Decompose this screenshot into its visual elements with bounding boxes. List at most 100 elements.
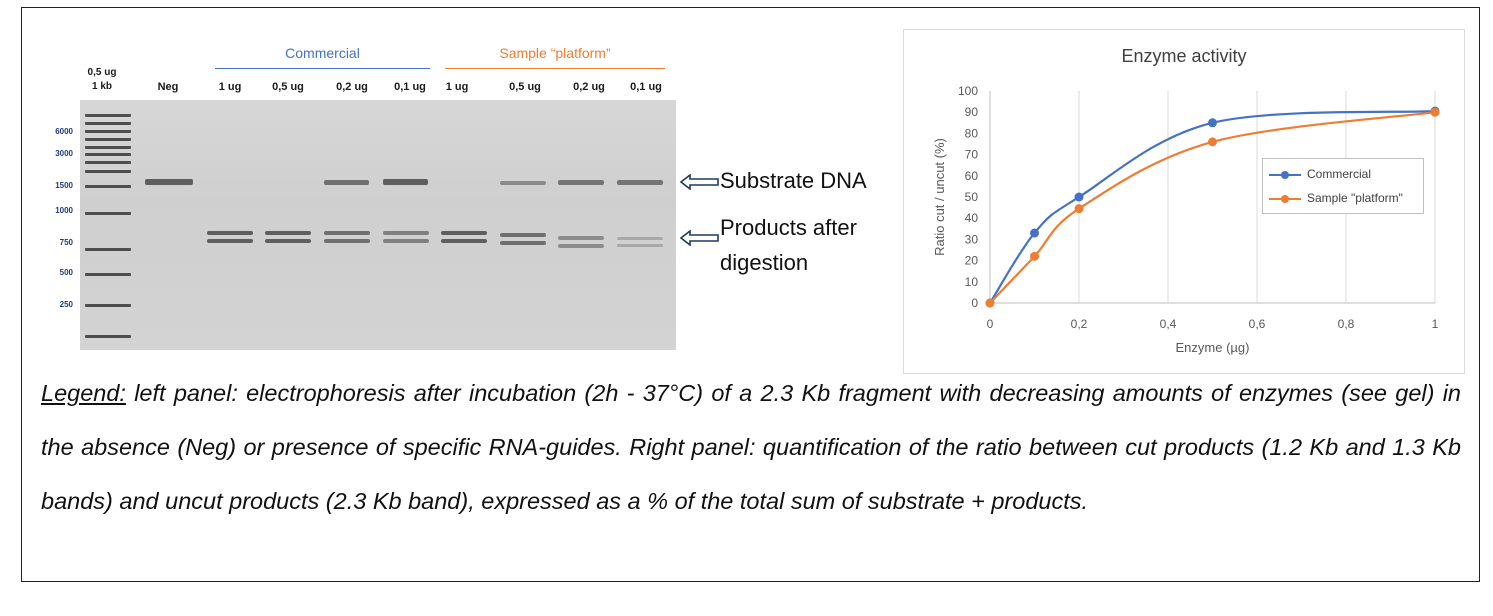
size-label-250: 250 <box>59 300 73 309</box>
product-band <box>265 239 311 243</box>
product-band <box>500 241 546 245</box>
y-tick-label: 40 <box>965 211 979 225</box>
ladder-band <box>85 170 131 173</box>
arrow-left-icon <box>680 230 719 246</box>
ladder-band <box>85 335 131 338</box>
chart-panel: Enzyme activity 0 10 20 30 40 50 60 70 80 90 100 0 0… <box>903 29 1465 374</box>
ladder-band <box>85 153 131 156</box>
ladder-band <box>85 130 131 133</box>
caption-lead: Legend: <box>41 380 126 406</box>
y-tick-label: 70 <box>965 148 979 162</box>
product-band <box>617 244 663 247</box>
lane-label-commercial-1ug: 1 ug <box>218 81 242 93</box>
legend-swatch-commercial <box>1269 169 1301 179</box>
product-band <box>383 239 429 243</box>
ladder-band <box>85 248 131 251</box>
group-label-platform: Sample “platform” <box>499 45 611 61</box>
y-tick-label: 90 <box>965 105 979 119</box>
series-point-0 <box>1030 228 1039 238</box>
y-tick-label: 80 <box>965 126 979 140</box>
legend-entry-commercial: Commercial <box>1269 164 1371 184</box>
product-band <box>558 244 604 248</box>
y-tick-label: 60 <box>965 169 979 183</box>
product-band <box>207 239 253 243</box>
group-line-platform <box>445 68 665 69</box>
x-tick-label: 0,2 <box>1071 317 1088 331</box>
size-label-750: 750 <box>59 238 73 247</box>
ladder-label-size: 1 kb <box>91 81 112 92</box>
substrate-annotation: Substrate DNA <box>720 168 867 193</box>
series-point-1 <box>1430 107 1440 117</box>
series-point-1 <box>1208 137 1217 147</box>
x-tick-label: 0,6 <box>1249 317 1266 331</box>
product-band <box>558 236 604 240</box>
y-tick-label: 20 <box>965 254 979 268</box>
size-label-1500: 1500 <box>55 181 73 190</box>
lane-label-platform-1ug: 1 ug <box>445 81 469 93</box>
legend-swatch-platform <box>1269 193 1301 203</box>
y-tick-label: 0 <box>971 296 978 310</box>
product-band <box>500 233 546 237</box>
substrate-band <box>500 181 546 185</box>
x-tick-label: 1 <box>1432 317 1439 331</box>
y-tick-label: 30 <box>965 232 979 246</box>
series-point-1 <box>1030 251 1039 261</box>
gel-panel: 0,5 ug 1 kb Commercial Sample “platform”… <box>40 40 890 360</box>
line-chart: 0 10 20 30 40 50 60 70 80 90 100 0 0,2 0,4 0,6 0,8 1 Enzy… <box>932 84 1440 355</box>
ladder-band <box>85 185 131 188</box>
group-label-commercial: Commercial <box>285 45 360 61</box>
series-point-1 <box>1074 204 1084 214</box>
figure-frame <box>21 7 1480 582</box>
y-tick-label: 10 <box>965 275 979 289</box>
y-axis-label: Ratio cut / uncut (%) <box>932 138 947 256</box>
product-band <box>441 231 487 235</box>
series-line-1 <box>989 111 1436 304</box>
product-band <box>207 231 253 235</box>
chart-title: Enzyme activity <box>1121 46 1247 66</box>
lane-label-neg: Neg <box>157 81 179 93</box>
series-point-1 <box>985 298 995 308</box>
y-tick-label: 50 <box>965 190 979 204</box>
product-band <box>324 239 370 243</box>
ladder-band <box>85 161 131 164</box>
lane-label-commercial-02ug: 0,2 ug <box>336 81 368 93</box>
product-band <box>383 231 429 235</box>
lane-label-commercial-01ug: 0,1 ug <box>394 81 426 93</box>
legend-entry-platform: Sample "platform" <box>1269 188 1403 208</box>
ladder-band <box>85 304 131 307</box>
lane-label-platform-01ug: 0,1 ug <box>630 81 662 93</box>
size-label-1000: 1000 <box>55 206 73 215</box>
x-tick-label: 0,4 <box>1160 317 1177 331</box>
products-annotation-line2: digestion <box>720 250 809 275</box>
product-band <box>441 239 487 243</box>
ladder-band <box>85 114 131 117</box>
caption-text: left panel: electrophoresis after incuba… <box>41 380 1461 514</box>
group-line-commercial <box>215 68 430 69</box>
ladder-band <box>85 138 131 141</box>
legend-label-platform: Sample "platform" <box>1307 191 1403 205</box>
substrate-band-neg <box>145 179 193 185</box>
ladder-band <box>85 122 131 125</box>
substrate-band <box>617 180 663 185</box>
series-point-0 <box>1074 192 1084 202</box>
series-line-0 <box>989 110 1436 304</box>
substrate-band <box>324 180 369 185</box>
chart-legend: Commercial Sample "platform" <box>1262 158 1424 214</box>
substrate-band <box>383 179 428 185</box>
ladder-band <box>85 273 131 276</box>
x-axis-label: Enzyme (µg) <box>1176 340 1250 355</box>
lane-label-platform-02ug: 0,2 ug <box>573 81 605 93</box>
size-label-6000: 6000 <box>55 127 73 136</box>
product-band <box>617 237 663 240</box>
arrow-left-icon <box>680 174 719 190</box>
y-tick-label: 100 <box>958 84 978 98</box>
product-band <box>265 231 311 235</box>
products-annotation-line1: Products after <box>720 215 857 240</box>
gel-image <box>80 100 676 350</box>
ladder-label-amount: 0,5 ug <box>87 67 117 78</box>
size-label-500: 500 <box>59 268 73 277</box>
ladder-band <box>85 212 131 215</box>
series-point-0 <box>1208 118 1217 128</box>
substrate-band <box>558 180 604 185</box>
size-label-3000: 3000 <box>55 149 73 158</box>
